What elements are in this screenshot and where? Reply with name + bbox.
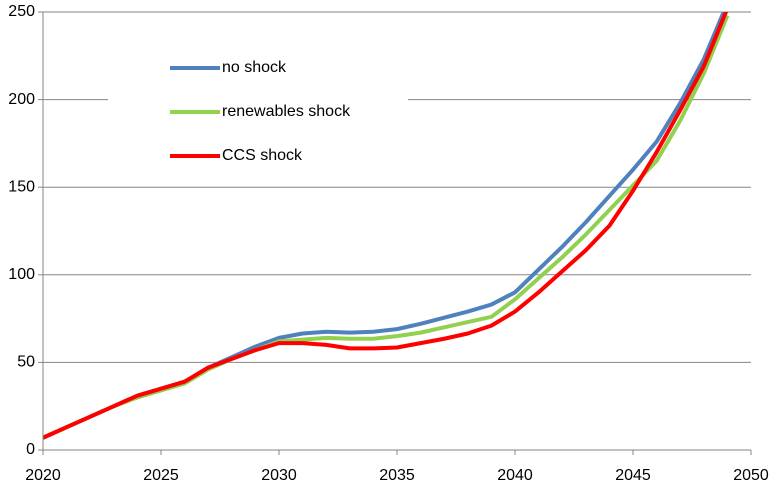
x-tick-label: 2020 [25, 467, 61, 484]
legend-label: renewables shock [222, 103, 351, 120]
x-tick-label: 2025 [143, 467, 179, 484]
legend: no shock renewables shock CCS shock [108, 26, 408, 164]
y-tick-label: 150 [8, 178, 35, 195]
y-tick-label: 50 [17, 354, 35, 371]
y-tick-label: 200 [8, 91, 35, 108]
plot-area [43, 12, 730, 440]
legend-box [108, 26, 408, 158]
x-tick-label: 2045 [615, 467, 651, 484]
y-tick-label: 100 [8, 266, 35, 283]
x-tick-label: 2030 [261, 467, 297, 484]
x-tick-label: 2040 [497, 467, 533, 484]
axes: 0 50 100 150 200 250 2020 2025 2030 2035 2040 2045 2… [8, 3, 769, 484]
legend-label: CCS shock [222, 147, 303, 164]
series-line [43, 12, 729, 440]
x-tick-label: 2035 [379, 467, 415, 484]
y-tick-label: 0 [26, 441, 35, 458]
x-tick-label: 2050 [733, 467, 769, 484]
y-tick-label: 250 [8, 3, 35, 20]
legend-label: no shock [222, 59, 287, 76]
